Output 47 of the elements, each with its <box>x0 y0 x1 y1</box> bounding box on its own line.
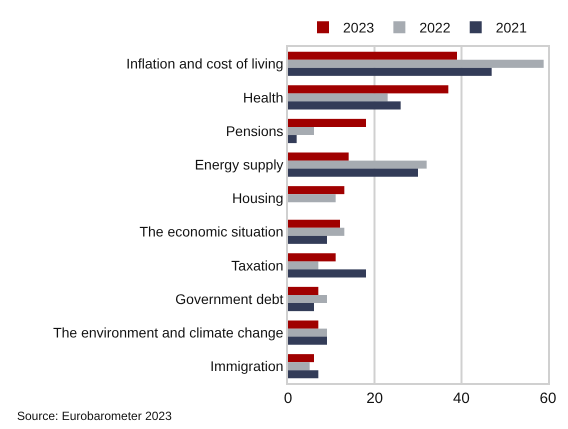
bar <box>288 52 457 60</box>
bar <box>288 354 314 362</box>
bar <box>288 336 327 345</box>
bar <box>288 85 448 94</box>
bar <box>288 362 310 370</box>
bar <box>288 253 336 262</box>
bar <box>288 328 327 337</box>
bar <box>288 294 327 304</box>
bar <box>288 269 366 278</box>
bar <box>288 286 318 295</box>
bar <box>288 228 344 236</box>
x-tick-label: 0 <box>284 390 292 407</box>
bar <box>288 261 318 270</box>
bar <box>288 152 349 161</box>
bar <box>288 118 366 127</box>
bar <box>288 303 314 312</box>
y-tick-label: The environment and climate change <box>53 324 284 340</box>
x-tick-label: 20 <box>366 390 384 407</box>
bar <box>288 101 401 110</box>
y-tick-label: Pensions <box>226 122 284 139</box>
legend-label: 2021 <box>496 20 528 36</box>
bar <box>288 93 388 102</box>
bar <box>288 135 297 144</box>
y-tick-label: Government debt <box>175 290 284 307</box>
bar <box>288 126 314 136</box>
bar <box>288 168 418 177</box>
y-tick-label: Inflation and cost of living <box>126 56 284 72</box>
legend-label: 2022 <box>419 20 451 36</box>
source-note: Source: Eurobarometer 2023 <box>17 409 172 423</box>
bar <box>288 68 492 76</box>
bar <box>288 60 544 68</box>
y-tick-label: Energy supply <box>194 156 284 172</box>
y-tick-label: Health <box>242 89 284 106</box>
legend-label: 2023 <box>343 20 374 36</box>
bar <box>288 370 318 378</box>
y-tick-label: The economic situation <box>139 224 284 240</box>
bar <box>288 236 327 244</box>
bar <box>288 320 318 329</box>
x-tick-label: 40 <box>452 390 470 407</box>
y-tick-label: Taxation <box>231 257 284 274</box>
bar <box>288 186 344 194</box>
y-tick-label: Immigration <box>210 358 284 374</box>
bar <box>288 220 340 228</box>
bar <box>288 160 427 169</box>
y-tick-label: Housing <box>232 190 284 206</box>
x-tick-label: 60 <box>540 390 556 407</box>
bar <box>288 194 336 202</box>
